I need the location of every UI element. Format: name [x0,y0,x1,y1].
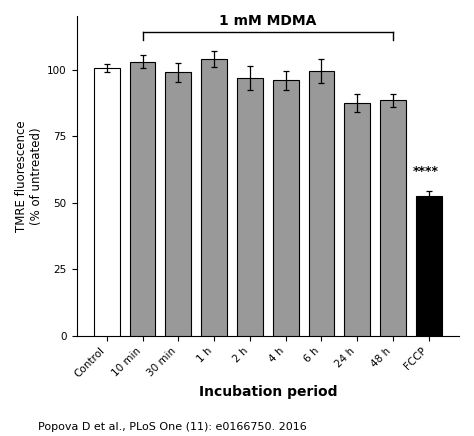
Bar [416,196,442,336]
Bar [380,100,406,336]
Bar [273,80,299,336]
Bar [237,78,263,336]
Bar [94,68,119,336]
X-axis label: Incubation period: Incubation period [199,385,337,399]
Bar [201,59,227,336]
Bar [130,61,155,336]
Y-axis label: TMRE fluorescence
(% of untreated): TMRE fluorescence (% of untreated) [15,120,43,232]
Bar [309,71,334,336]
Text: Popova D et al., PLoS One (11): e0166750. 2016: Popova D et al., PLoS One (11): e0166750… [38,422,307,432]
Text: ****: **** [413,164,438,177]
Text: 1 mM MDMA: 1 mM MDMA [219,14,317,28]
Bar [344,103,370,336]
Bar [165,72,191,336]
